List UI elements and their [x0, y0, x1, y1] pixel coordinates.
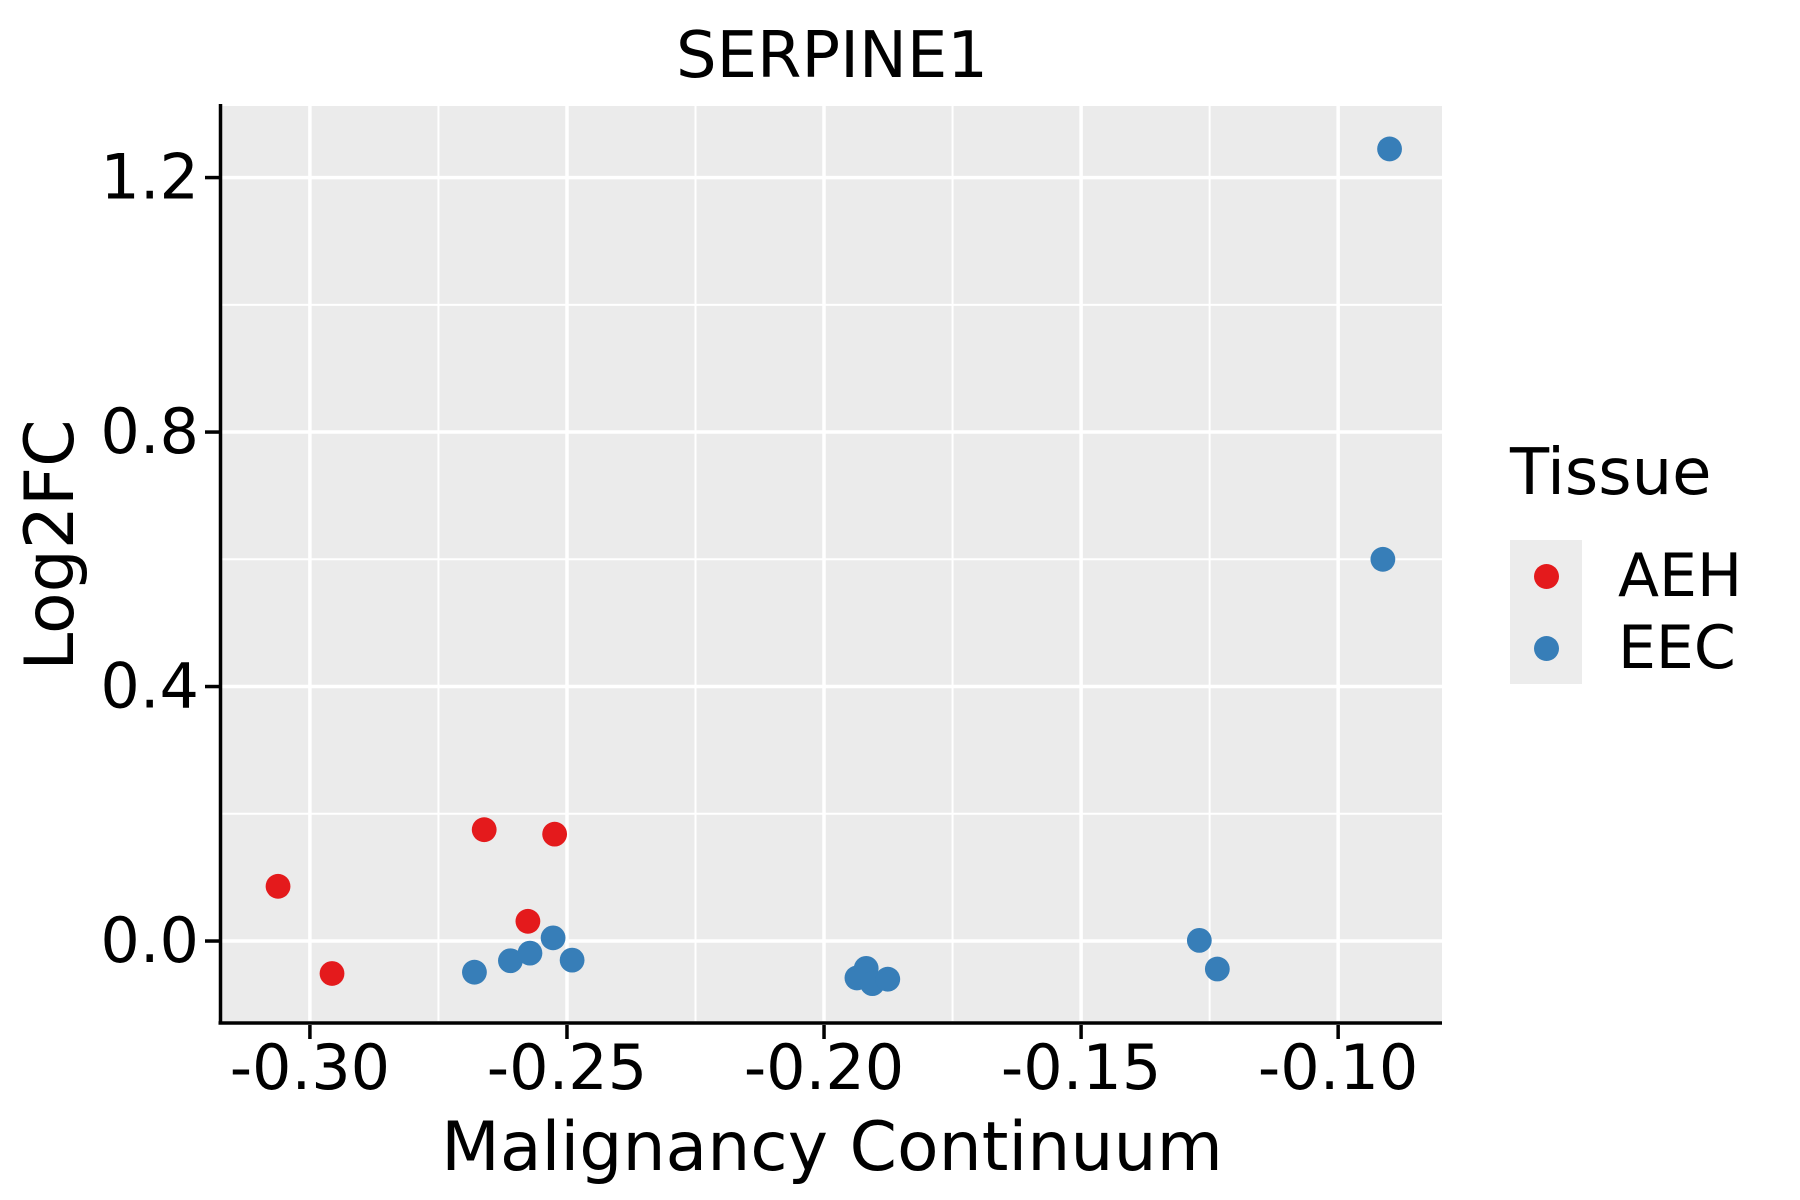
- data-point-eec: [498, 948, 523, 974]
- data-point-aeh: [471, 817, 497, 843]
- legend-key-aeh: [1510, 540, 1582, 612]
- x-tick-label: -0.10: [1258, 1031, 1418, 1104]
- major-gridlines: [222, 106, 1442, 1021]
- axis-lines: [218, 104, 1442, 1025]
- legend-item-aeh: AEH: [1510, 540, 1790, 612]
- data-point-eec: [1377, 136, 1402, 162]
- legend-label-eec: EEC: [1618, 613, 1736, 683]
- aeh-marker-icon: [1533, 563, 1559, 589]
- eec-marker-icon: [1533, 635, 1559, 661]
- data-point-eec: [517, 940, 543, 966]
- data-point-aeh: [265, 873, 291, 899]
- y-tick-label: 0.0: [100, 904, 199, 977]
- panel-background: [222, 106, 1442, 1021]
- y-tick-label: 1.2: [100, 141, 199, 214]
- x-tick-label: -0.15: [1001, 1031, 1161, 1104]
- legend-title: Tissue: [1510, 436, 1712, 510]
- legend-key-eec: [1510, 612, 1582, 684]
- y-tick-labels: 0.0 0.4 0.8 1.2: [100, 141, 199, 977]
- tick-marks: [205, 175, 1340, 1039]
- x-tick-labels: -0.30 -0.25 -0.20 -0.15 -0.10: [230, 1031, 1419, 1104]
- x-tick-label: -0.30: [230, 1031, 390, 1104]
- data-point-eec: [1370, 546, 1396, 572]
- minor-gridlines: [222, 106, 1442, 1021]
- data-point-eec: [1186, 927, 1212, 953]
- data-point-aeh: [542, 821, 568, 847]
- data-point-eec: [559, 947, 585, 973]
- data-point-eec: [875, 966, 901, 992]
- x-axis-label: Malignancy Continuum: [441, 1108, 1223, 1187]
- y-tick-label: 0.4: [100, 650, 199, 723]
- x-tick-label: -0.20: [744, 1031, 904, 1104]
- legend: Tissue AEH EEC: [1510, 437, 1790, 684]
- legend-label-aeh: AEH: [1618, 541, 1743, 611]
- data-point-eec: [462, 959, 487, 985]
- series-eec: [462, 136, 1402, 997]
- data-point-eec: [1204, 956, 1230, 982]
- chart-title: SERPINE1: [675, 19, 989, 93]
- x-tick-label: -0.25: [487, 1031, 647, 1104]
- data-point-aeh: [515, 908, 541, 934]
- data-point-aeh: [319, 961, 345, 986]
- series-aeh: [265, 817, 568, 986]
- legend-item-eec: EEC: [1510, 612, 1790, 684]
- data-point-eec: [540, 925, 566, 951]
- y-tick-label: 0.8: [100, 395, 199, 468]
